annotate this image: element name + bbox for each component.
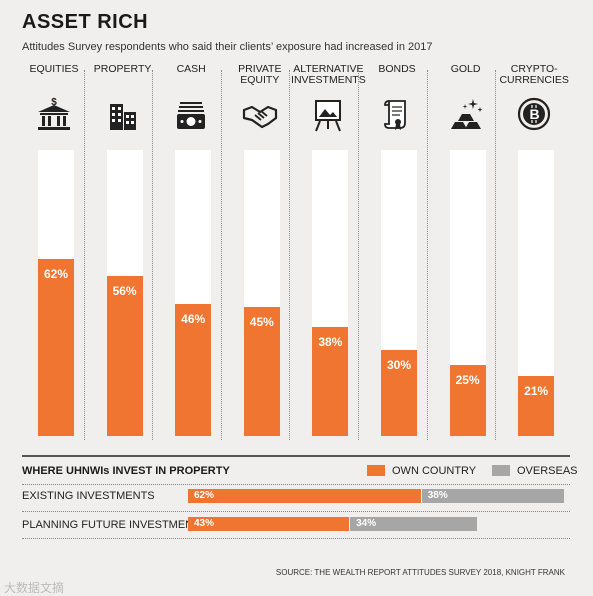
bar: 56% [106,275,143,436]
bar-track: 45% [243,150,280,436]
svg-text:$: $ [51,97,57,108]
legend-label-overseas: OVERSEAS [517,465,578,477]
legend-swatch-own-country [367,465,385,476]
bar: 46% [175,304,212,436]
bar-column: ALTERNATIVE INVESTMENTS 38% [289,64,367,439]
bar-value-label: 45% [249,315,274,330]
bar-value-label: 56% [112,283,137,298]
bar: 30% [381,350,417,436]
row-divider [22,484,570,485]
bar-column: BONDS 30% [358,64,436,439]
bar-value-label: 38% [318,335,343,350]
bar-column: GOLD 25% [427,64,505,439]
bar-track: 25% [449,150,486,436]
bar-track: 30% [381,150,417,436]
bar-track: 21% [518,150,555,436]
row-divider [22,511,570,512]
bar-value-label: 46% [181,312,206,327]
hbar-segment: 62% [188,489,421,503]
legend-swatch-overseas [492,465,510,476]
hbar-value-label: 34% [356,518,377,529]
column-separator [83,70,85,440]
column-separator [426,70,428,440]
bar-column: CRYPTO- CURRENCIES B 21% [495,64,573,439]
bar-column: EQUITIES $62% [15,64,93,439]
bar: 21% [518,375,555,436]
bar-value-label: 25% [455,372,480,387]
category-label: BONDS [378,63,416,75]
column-separator [358,70,359,440]
category-label: PRIVATE EQUITY [238,63,282,86]
hbar-segment: 38% [421,489,564,503]
bar: 25% [449,364,486,436]
bar-column: PRIVATE EQUITY 45% [221,64,299,439]
bar-column: CASH 46% [152,64,230,439]
hbar-value-label: 62% [194,490,215,501]
divider-line [22,455,570,457]
column-separator [289,70,291,440]
bar-track: 56% [106,150,143,436]
svg-text:B: B [530,106,540,122]
column-separator [220,70,222,440]
bar-track: 38% [312,150,349,436]
bank-icon: $ [35,96,73,132]
buildings-icon [104,96,142,132]
gold-bars-icon [447,96,485,132]
chart-title: ASSET RICH [22,11,149,33]
category-label: ALTERNATIVE INVESTMENTS [291,63,366,86]
bar-value-label: 21% [524,383,549,398]
bar: 38% [312,327,349,436]
bar-value-label: 62% [43,266,69,281]
bar-column: PROPERTY 56% [84,64,162,439]
hbar-segment: 34% [350,517,478,531]
column-separator [152,70,154,440]
scroll-icon [378,96,416,132]
watermark: 大数据文摘 [4,581,65,595]
handshake-icon [241,96,279,132]
category-label: GOLD [450,63,481,75]
bar-value-label: 30% [386,358,412,373]
source-note: SOURCE: THE WEALTH REPORT ATTITUDES SURV… [275,568,565,577]
bitcoin-icon: B [515,96,553,132]
bar: 45% [243,307,280,436]
bar: 62% [38,258,74,436]
category-label: CRYPTO- CURRENCIES [499,63,569,86]
bar-track: 46% [175,150,212,436]
legend-label-own-country: OWN COUNTRY [392,465,477,477]
row-divider [22,538,570,539]
easel-icon [309,96,347,132]
chart-subtitle: Attitudes Survey respondents who said th… [22,41,433,53]
hbar-value-label: 43% [194,518,215,529]
bar-track: 62% [38,150,74,436]
category-label: PROPERTY [93,63,152,75]
hbar-segment: 43% [188,517,350,531]
column-separator [495,70,497,440]
hbar-value-label: 38% [427,490,448,501]
property-chart-title: WHERE UHNWIs INVEST IN PROPERTY [22,465,230,477]
row-label-existing: EXISTING INVESTMENTS [22,490,155,502]
category-label: EQUITIES [29,63,79,75]
banknotes-icon [172,96,210,132]
row-label-planning: PLANNING FUTURE INVESTMENTS [22,519,208,531]
category-label: CASH [176,63,206,75]
